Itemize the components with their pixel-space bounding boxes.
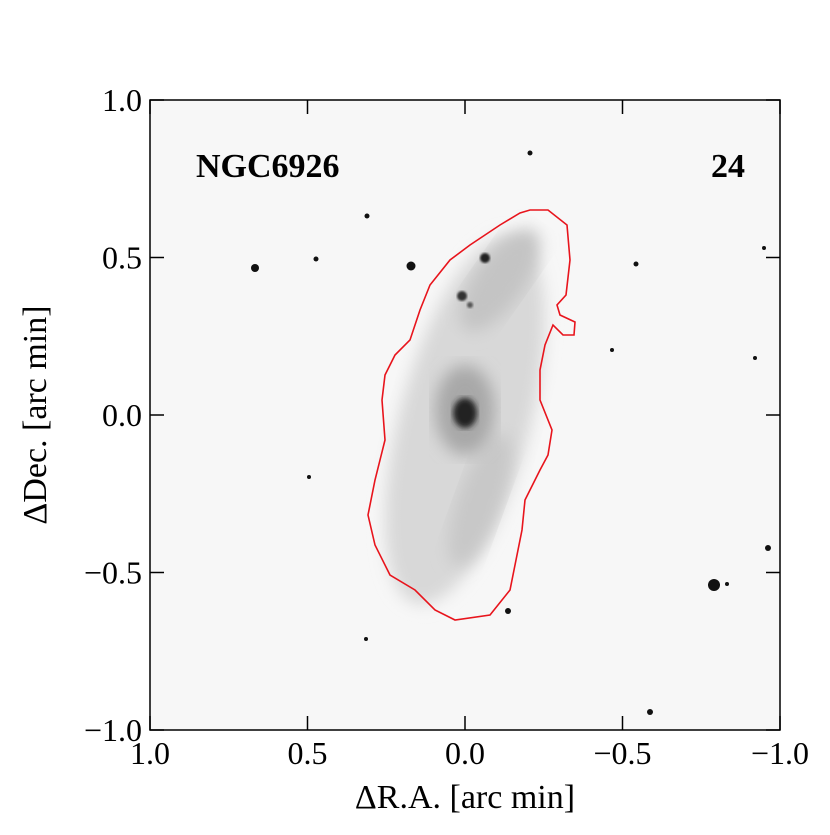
y-tick-label: −0.5: [84, 555, 142, 591]
y-tick-label: 0.5: [102, 240, 142, 276]
y-axis-label: ΔDec. [arc min]: [17, 305, 54, 524]
y-tick-label: 0.0: [102, 397, 142, 433]
x-tick-label: 0.5: [288, 735, 328, 771]
x-tick-label: 1.0: [130, 735, 170, 771]
x-tick-label: 0.0: [445, 735, 485, 771]
sky-image: [150, 100, 780, 730]
x-axis-label: ΔR.A. [arc min]: [355, 779, 575, 816]
stars: [251, 150, 771, 715]
y-tick-label: 1.0: [102, 82, 142, 118]
y-tick-label: −1.0: [84, 712, 142, 748]
galaxy: [385, 228, 545, 605]
panel-number: 24: [711, 148, 745, 185]
contour: [367, 209, 576, 621]
object-name: NGC6926: [196, 148, 340, 185]
x-tick-label: −0.5: [593, 735, 651, 771]
x-tick-label: −1.0: [751, 735, 809, 771]
